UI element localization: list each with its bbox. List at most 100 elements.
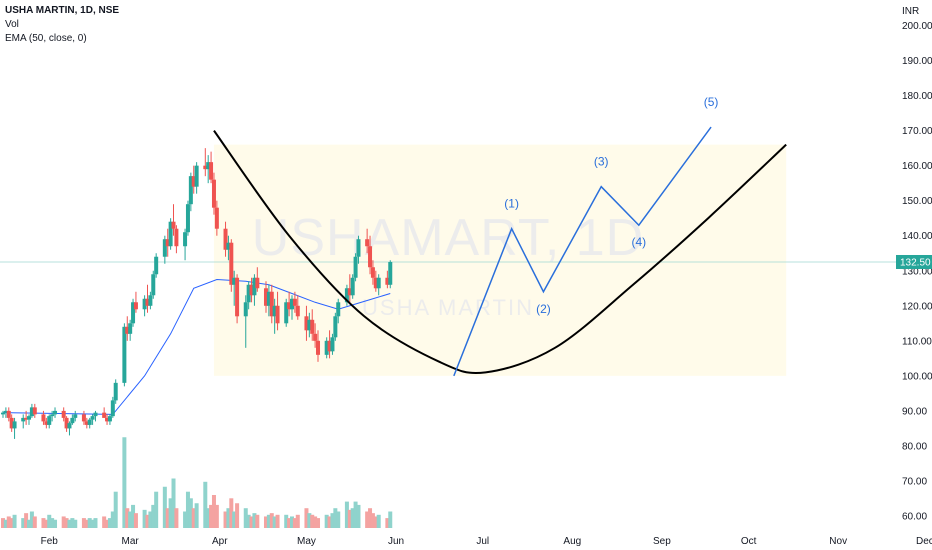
- elliott-wave-path: [453, 126, 712, 377]
- volume-bar: [165, 508, 170, 528]
- volume-bar: [370, 513, 375, 528]
- candle: [47, 414, 52, 429]
- candle-body: [3, 410, 8, 413]
- y-tick-label: 140.00: [902, 231, 932, 242]
- volume-bar: [203, 481, 208, 528]
- candle-body: [168, 221, 173, 247]
- y-tick-label: 110.00: [902, 336, 932, 347]
- candle: [246, 281, 251, 310]
- volume-bar: [211, 495, 216, 528]
- candle: [1, 410, 5, 418]
- volume-bar: [3, 519, 8, 528]
- candle: [232, 270, 237, 306]
- volume-bar: [290, 516, 294, 528]
- candle: [44, 417, 49, 429]
- candle: [168, 218, 173, 250]
- volume-bar: [232, 511, 237, 528]
- candle-body: [324, 340, 329, 355]
- candle: [154, 253, 159, 278]
- volume-bar: [209, 504, 214, 528]
- volume-bar: [365, 511, 370, 528]
- volume-bar: [174, 508, 179, 528]
- y-tick-label: 190.00: [902, 56, 932, 67]
- candle-body: [142, 298, 147, 310]
- candle-body: [211, 179, 216, 208]
- candle: [50, 410, 55, 422]
- candle: [27, 414, 32, 425]
- volume-bar: [376, 514, 381, 528]
- y-tick-label: 100.00: [902, 371, 932, 382]
- candle: [102, 407, 107, 418]
- legend-volume[interactable]: Vol: [5, 19, 19, 30]
- volume-bar: [6, 516, 11, 528]
- volume-bar: [194, 503, 199, 528]
- x-tick-label: Mar: [122, 536, 140, 547]
- volume-bar: [292, 518, 297, 528]
- volume-bar: [327, 516, 332, 528]
- legend-symbol-title[interactable]: USHA MARTIN, 1D, NSE: [5, 5, 120, 16]
- candle: [93, 410, 98, 422]
- volume-bar: [61, 516, 66, 528]
- volume-bar: [70, 518, 75, 528]
- candle-body: [365, 239, 370, 247]
- wave-label: (5): [704, 95, 719, 109]
- volume-bar: [255, 514, 260, 528]
- candle: [235, 274, 240, 324]
- candle-body: [284, 302, 289, 324]
- volume-bar: [107, 518, 112, 528]
- volume-bar: [347, 509, 352, 528]
- candle-body: [316, 340, 321, 355]
- y-tick-label: 130.00: [902, 266, 932, 277]
- candle-body: [272, 305, 277, 317]
- candle-body: [21, 417, 26, 422]
- candle: [263, 281, 268, 313]
- volume-bar: [133, 513, 138, 528]
- candle: [110, 396, 115, 418]
- candle-body: [263, 288, 268, 306]
- candle-body: [81, 414, 86, 422]
- candle-body: [255, 277, 260, 289]
- candle-body: [27, 416, 32, 420]
- watermark-name: USHA MARTIN: [362, 295, 534, 320]
- candle: [333, 312, 338, 341]
- volume-bar: [125, 508, 130, 528]
- candle-body: [122, 326, 127, 383]
- volume-bar: [252, 513, 257, 528]
- candle: [330, 333, 335, 355]
- volume-bar: [229, 498, 234, 528]
- candle-body: [336, 302, 341, 317]
- volume-bar: [324, 514, 329, 528]
- candle-body: [44, 421, 49, 425]
- candle: [61, 407, 66, 422]
- legend-ema[interactable]: EMA (50, close, 0): [5, 33, 87, 44]
- volume-bar: [249, 516, 254, 528]
- candle: [81, 410, 86, 425]
- candle-body: [388, 261, 393, 285]
- volume-bar: [67, 519, 72, 528]
- candle: [211, 172, 216, 215]
- candle-body: [154, 256, 159, 275]
- candle: [185, 200, 190, 236]
- candle-body: [269, 291, 274, 317]
- y-tick-label: 170.00: [902, 126, 932, 137]
- candle-body: [203, 165, 208, 170]
- y-tick-label: 150.00: [902, 196, 932, 207]
- candle: [373, 270, 378, 292]
- x-tick-label: Feb: [41, 536, 59, 547]
- candle-body: [307, 319, 312, 331]
- volume-bar: [50, 518, 55, 528]
- candle-body: [50, 414, 55, 417]
- volume-bar: [64, 518, 69, 528]
- y-tick-label: 160.00: [902, 161, 932, 172]
- volume-bar: [73, 519, 78, 528]
- candle: [324, 337, 329, 359]
- candle: [327, 330, 332, 359]
- candle-body: [107, 416, 112, 422]
- candle: [385, 270, 390, 289]
- volume-bar: [151, 504, 156, 528]
- candle: [21, 414, 26, 429]
- candle-body: [376, 277, 381, 289]
- volume-bar: [168, 498, 173, 528]
- candle-body: [131, 302, 136, 324]
